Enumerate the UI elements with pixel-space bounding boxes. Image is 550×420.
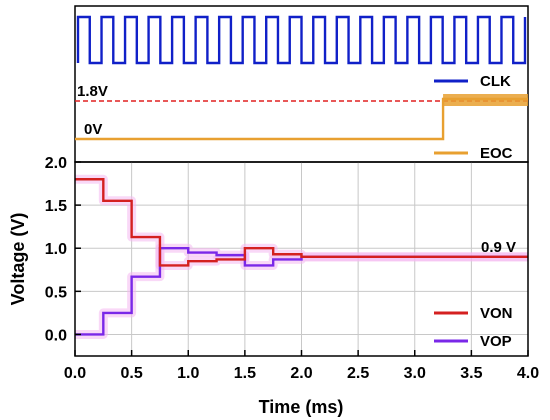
ticks: [74, 161, 529, 356]
tick-labels: 0.0 0.5 1.0 1.5 2.0 2.5 3.0 3.5 4.0 0.0 0.5 1.0 1.5 2…: [45, 155, 539, 382]
x-tick-label: 1.5: [234, 365, 256, 382]
settled-value-annotation: 0.9 V: [481, 239, 516, 256]
eoc-wave: [75, 94, 528, 141]
clk-wave: [76, 15, 527, 65]
legend-label-clk: CLK: [480, 73, 511, 90]
digital-annotation-low: 0V: [84, 121, 102, 138]
eoc-trace: [75, 97, 528, 141]
legend-label-eoc: EOC: [480, 145, 513, 162]
legend-label-von: VON: [480, 305, 513, 322]
digital-legend: CLK EOC: [434, 73, 513, 162]
y-axis-title: Voltage (V): [8, 213, 28, 306]
trace-vop: [75, 247, 528, 336]
digital-panel: 1.8V 0V CLK EOC: [74, 5, 529, 163]
x-tick-label: 2.0: [290, 365, 312, 382]
x-tick-label: 2.5: [347, 365, 369, 382]
clk-trace: [76, 15, 527, 65]
x-tick-label: 3.5: [460, 365, 482, 382]
x-axis-title: Time (ms): [259, 397, 344, 417]
x-tick-label: 4.0: [517, 365, 539, 382]
y-tick-label: 1.5: [45, 198, 67, 215]
analog-panel: 0.0 0.5 1.0 1.5 2.0 2.5 3.0 3.5 4.0 0.0 0.5 1.0 1.5 2…: [8, 155, 539, 417]
traces: [75, 178, 528, 336]
y-tick-label: 0.0: [45, 327, 67, 344]
y-tick-label: 2.0: [45, 155, 67, 172]
x-tick-label: 0.0: [64, 365, 86, 382]
x-tick-label: 3.0: [404, 365, 426, 382]
x-tick-label: 0.5: [121, 365, 143, 382]
digital-annotation-high: 1.8V: [77, 83, 108, 100]
trace-von: [75, 178, 528, 267]
y-tick-label: 1.0: [45, 241, 67, 258]
y-tick-label: 0.5: [45, 284, 67, 301]
x-tick-label: 1.0: [177, 365, 199, 382]
analog-legend: VON VOP: [434, 305, 513, 350]
legend-label-vop: VOP: [480, 333, 512, 350]
